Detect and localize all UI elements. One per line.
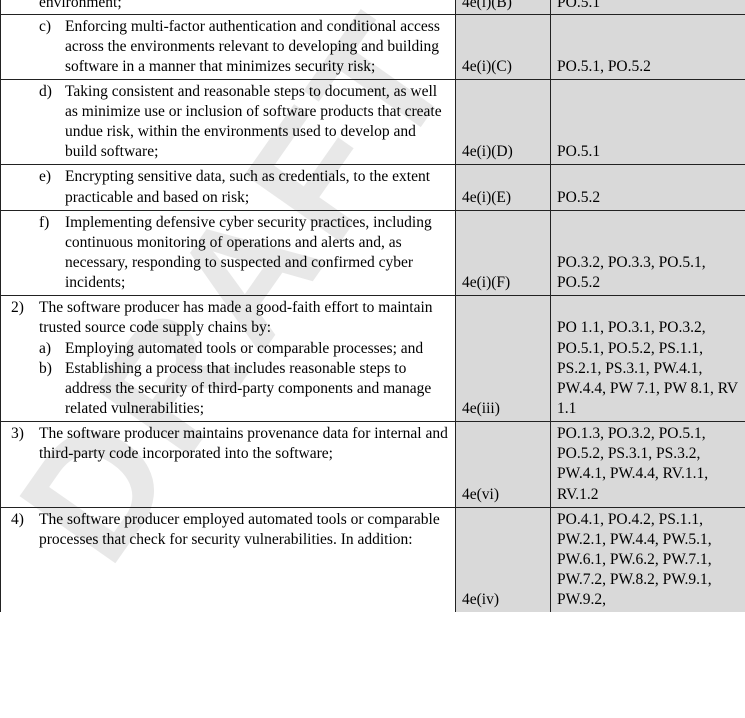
item-text: Taking consistent and reasonable steps t…: [65, 82, 449, 163]
item-text: Implementing defensive cyber security pr…: [65, 213, 449, 294]
item-marker: d): [39, 82, 65, 163]
attestation-table: environment; 4e(i)(B) PO.5.1 c) Enforcin…: [0, 0, 745, 612]
table-row: c) Enforcing multi-factor authentication…: [1, 14, 745, 79]
code-cell: 4e(i)(B): [456, 0, 551, 14]
item-marker: 4): [7, 510, 39, 550]
item-text: Encrypting sensitive data, such as crede…: [65, 167, 449, 207]
code-cell: 4e(iii): [456, 296, 551, 422]
item-text: The software producer has made a good-fa…: [39, 298, 449, 338]
ref-cell: PO 1.1, PO.3.1, PO.3.2, PO.5.1, PO.5.2, …: [551, 296, 745, 422]
item-marker: e): [39, 167, 65, 207]
desc-cell: 2) The software producer has made a good…: [1, 296, 456, 422]
code-cell: 4e(iv): [456, 507, 551, 612]
ref-cell: PO.5.1: [551, 79, 745, 165]
code-cell: 4e(i)(E): [456, 165, 551, 210]
ref-cell: PO.4.1, PO.4.2, PS.1.1, PW.2.1, PW.4.4, …: [551, 507, 745, 612]
item-text: The software producer employed automated…: [39, 510, 449, 550]
desc-cell: 3) The software producer maintains prove…: [1, 422, 456, 508]
table-row: e) Encrypting sensitive data, such as cr…: [1, 165, 745, 210]
desc-cell: e) Encrypting sensitive data, such as cr…: [1, 165, 456, 210]
item-marker: 2): [7, 298, 39, 338]
table-row: 2) The software producer has made a good…: [1, 296, 745, 422]
item-marker: c): [39, 17, 65, 77]
table-row: environment; 4e(i)(B) PO.5.1: [1, 0, 745, 14]
table-row: f) Implementing defensive cyber security…: [1, 210, 745, 296]
item-text: The software producer maintains provenan…: [39, 424, 449, 464]
table-row: 3) The software producer maintains prove…: [1, 422, 745, 508]
item-marker: b): [39, 359, 65, 419]
table-row: d) Taking consistent and reasonable step…: [1, 79, 745, 165]
code-cell: 4e(i)(C): [456, 14, 551, 79]
table-row: 4) The software producer employed automa…: [1, 507, 745, 612]
ref-cell: PO.5.1, PO.5.2: [551, 14, 745, 79]
item-text: Enforcing multi-factor authentication an…: [65, 17, 449, 77]
ref-cell: PO.5.1: [551, 0, 745, 14]
desc-cell: d) Taking consistent and reasonable step…: [1, 79, 456, 165]
item-text: Establishing a process that includes rea…: [65, 359, 449, 419]
item-marker: 3): [7, 424, 39, 464]
item-text: Employing automated tools or comparable …: [65, 339, 449, 359]
desc-cell: environment;: [1, 0, 456, 14]
desc-cell: 4) The software producer employed automa…: [1, 507, 456, 612]
code-cell: 4e(i)(F): [456, 210, 551, 296]
item-marker: a): [39, 339, 65, 359]
ref-cell: PO.1.3, PO.3.2, PO.5.1, PO.5.2, PS.3.1, …: [551, 422, 745, 508]
desc-cell: f) Implementing defensive cyber security…: [1, 210, 456, 296]
item-text: environment;: [39, 0, 449, 14]
desc-cell: c) Enforcing multi-factor authentication…: [1, 14, 456, 79]
ref-cell: PO.3.2, PO.3.3, PO.5.1, PO.5.2: [551, 210, 745, 296]
ref-cell: PO.5.2: [551, 165, 745, 210]
code-cell: 4e(vi): [456, 422, 551, 508]
item-marker: f): [39, 213, 65, 294]
code-cell: 4e(i)(D): [456, 79, 551, 165]
